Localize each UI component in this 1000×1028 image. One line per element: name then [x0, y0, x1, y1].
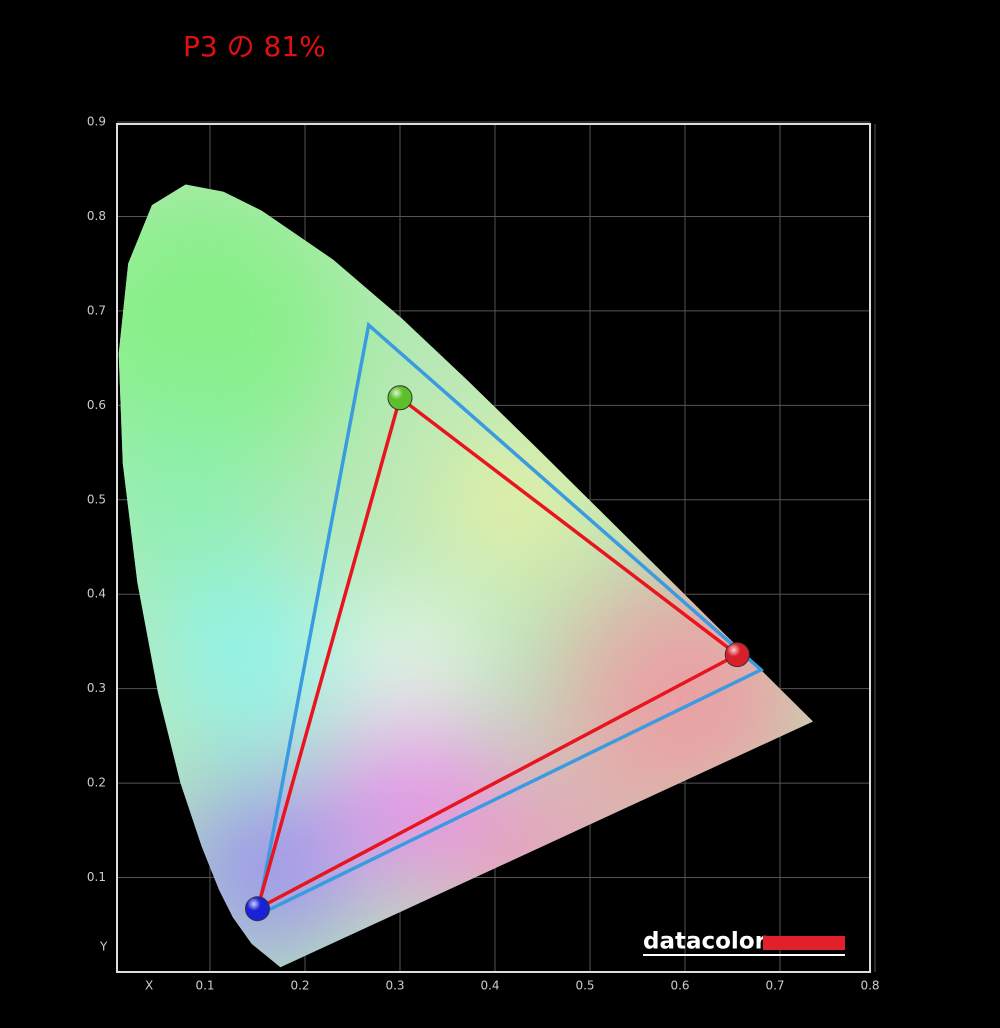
y-tick-label: 0.6 [87, 398, 106, 412]
x-tick-label: 0.3 [385, 979, 404, 993]
x-tick-label: 0.5 [575, 979, 594, 993]
chart-title: P3 の 81% [183, 30, 326, 63]
logo-text: datacolor [643, 929, 767, 955]
x-tick-label: 0.7 [765, 979, 784, 993]
logo-bar [763, 936, 845, 950]
y-tick-label: 0.8 [87, 209, 106, 223]
x-tick-label: 0.8 [860, 979, 879, 993]
y-tick-label: 0.5 [87, 492, 106, 506]
plot-frame [116, 123, 871, 973]
y-tick-label: 0.4 [87, 587, 106, 601]
y-tick-label: 0.1 [87, 870, 106, 884]
y-tick-label: 0.3 [87, 681, 106, 695]
gamut-triangle [255, 321, 765, 919]
x-tick-label: 0.1 [195, 979, 214, 993]
gamut-triangle [254, 394, 741, 913]
point-highlight [245, 896, 270, 921]
x-tick-label: 0.2 [290, 979, 309, 993]
y-tick-label: 0.2 [87, 776, 106, 790]
x-tick-label: 0.4 [480, 979, 499, 993]
y-tick-label: 0.7 [87, 303, 106, 317]
x-tick-label: 0.6 [670, 979, 689, 993]
x-axis-label: X [145, 979, 153, 993]
y-axis-label: Y [99, 940, 108, 954]
point-highlight [388, 385, 412, 410]
y-tick-label: 0.9 [87, 115, 106, 129]
point-highlight [725, 642, 750, 667]
